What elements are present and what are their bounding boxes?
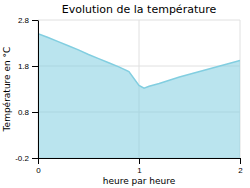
marks (38, 34, 240, 158)
tick-label: 0.8 (18, 108, 30, 117)
y-axis: -0.2 0.8 1.8 2.8 (15, 16, 38, 163)
tick: 0 (36, 158, 41, 175)
x-axis: 0 1 2 (36, 158, 243, 175)
tick: -0.2 (15, 154, 38, 163)
tick-mark (32, 158, 38, 159)
tick: 1 (137, 158, 142, 175)
tick: 2.8 (18, 16, 38, 25)
area (38, 34, 240, 158)
title: Evolution de la température (62, 3, 217, 16)
tick: 1.8 (18, 62, 38, 71)
tick-mark (240, 158, 241, 164)
tick-mark (139, 158, 140, 164)
tick-label: 1 (137, 166, 142, 175)
chart: 0 1 2 -0.2 0.8 1.8 2.8 Evolution de la températ… (0, 0, 250, 188)
tick: 0.8 (18, 108, 38, 117)
x-axis-title: heure par heure (103, 176, 176, 186)
grid (38, 20, 240, 158)
grid-line (38, 20, 39, 158)
tick-label: 2 (238, 166, 243, 175)
tick: 2 (238, 158, 243, 175)
tick-label: 2.8 (18, 16, 30, 25)
tick-label: 0 (36, 166, 41, 175)
tick-label: -0.2 (15, 154, 29, 163)
tick-mark (32, 112, 38, 113)
tick-mark (32, 20, 38, 21)
tick-mark (32, 66, 38, 67)
y-axis-title: Température en °C (2, 47, 12, 133)
tick-mark (38, 158, 39, 164)
tick-label: 1.8 (18, 62, 30, 71)
line (38, 34, 240, 88)
axis-line (38, 21, 39, 159)
plot: 0 1 2 -0.2 0.8 1.8 2.8 (15, 16, 243, 175)
